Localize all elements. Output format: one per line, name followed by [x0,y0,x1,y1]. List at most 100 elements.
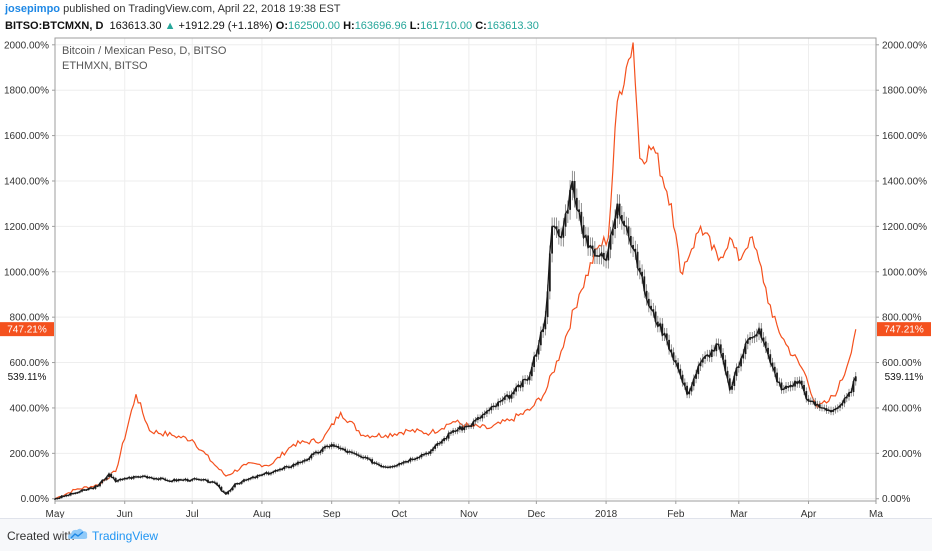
y-tick-label-right: 800.00% [882,313,922,324]
y-tick-label-right: 1400.00% [882,176,927,187]
chart-background [0,36,932,518]
btc-candle [616,203,619,219]
btc-candle [234,483,236,488]
btc-candle [297,462,299,465]
btc-candle [481,415,484,419]
btc-candle [528,376,531,381]
btc-candle [321,448,324,452]
btc-candle [852,381,855,393]
btc-candle [535,354,538,357]
x-tick-label: Dec [527,509,545,518]
btc-candle [582,225,585,238]
open-label: O: [275,20,289,32]
y-axis-right: 0.00% 200.00% 400.00% 600.00% 800.00% 1000.00… [876,40,927,505]
btc-last-value: 539.11% [8,372,47,383]
btc-candle [472,421,475,427]
last-price: 163613.30 [109,20,162,32]
btc-candle [735,367,738,377]
btc-candle [764,341,767,348]
btc-candle [227,491,230,495]
tradingview-brand[interactable]: TradingView [92,529,159,543]
btc-candle [690,386,693,392]
symbol-label: BITSO:BTCMXN, D [5,20,104,32]
btc-candle [497,402,500,407]
btc-candle [832,410,835,412]
btc-candle [371,459,374,464]
x-tick-label: May [46,509,65,518]
btc-candle [573,180,576,198]
btc-candle [533,356,536,368]
btc-candle [537,345,540,355]
x-tick-label: Feb [667,509,685,518]
btc-candle [99,483,101,487]
btc-candle [726,370,729,379]
btc-candle [108,473,110,478]
grid [55,38,876,501]
btc-candle [818,404,821,408]
btc-candle [546,291,549,318]
btc-candle [256,475,259,478]
price-chart[interactable]: 0.00% 200.00% 400.00% 600.00% 800.00% 1000.00… [0,36,932,518]
btc-candle [697,366,700,375]
close-value: 163613.30 [486,20,539,32]
btc-candle [220,486,223,491]
btc-candle [548,253,551,292]
btc-candle [654,311,657,322]
btc-candle [854,376,857,382]
btc-candle [81,489,83,492]
author-link[interactable]: josepimpo [5,3,61,15]
btc-candle [463,427,466,431]
x-tick-label: Apr [801,509,817,518]
ohlc-line: BITSO:BTCMXN, D 163613.30 ▲ +1912.29 (+1… [5,20,539,32]
btc-candle [643,276,646,291]
tradingview-logo-icon[interactable] [68,528,88,542]
btc-candle [767,347,769,355]
btc-candle [771,362,774,367]
btc-candle [539,332,542,346]
btc-candle [542,329,545,333]
btc-candle [132,476,135,479]
up-arrow-icon: ▲ [164,20,176,32]
btc-candle [647,298,650,306]
btc-candle [807,398,810,402]
y-tick-label-right: 600.00% [882,358,922,369]
btc-candle [634,248,637,252]
btc-candle [800,380,803,385]
x-tick-label: Jun [117,509,133,518]
btc-candle [695,374,697,379]
btc-candle [105,477,108,480]
btc-candle [670,349,673,353]
btc-candle [452,430,455,433]
btc-candle [434,445,437,449]
btc-candle [440,441,443,444]
btc-candle [798,380,801,384]
btc-candle [207,479,209,483]
btc-candle [292,464,295,467]
btc-candle [710,349,713,357]
btc-candle [830,409,832,412]
btc-candle [447,433,450,439]
btc-candle [569,190,571,210]
btc-candle [564,213,567,227]
btc-candle [591,245,594,250]
btc-candle [623,220,625,226]
btc-candle [551,226,553,254]
btc-candle [627,226,630,236]
btc-candle [661,323,664,336]
btc-candle [310,454,313,459]
y-tick-label-left: 800.00% [10,313,50,324]
high-value: 163696.96 [354,20,407,32]
close-label: C: [475,20,487,32]
btc-candle [620,215,623,221]
y-tick-label-right: 1800.00% [882,86,927,97]
btc-candle [796,381,799,384]
y-tick-label-left: 1800.00% [4,86,49,97]
btc-candle [683,382,686,386]
btc-candle [337,445,340,448]
btc-candle [773,366,776,373]
btc-candle [715,343,718,352]
eth-last-value: 747.21% [7,325,47,336]
btc-candle [587,235,589,248]
btc-candle [485,411,488,414]
btc-candle [562,226,565,238]
